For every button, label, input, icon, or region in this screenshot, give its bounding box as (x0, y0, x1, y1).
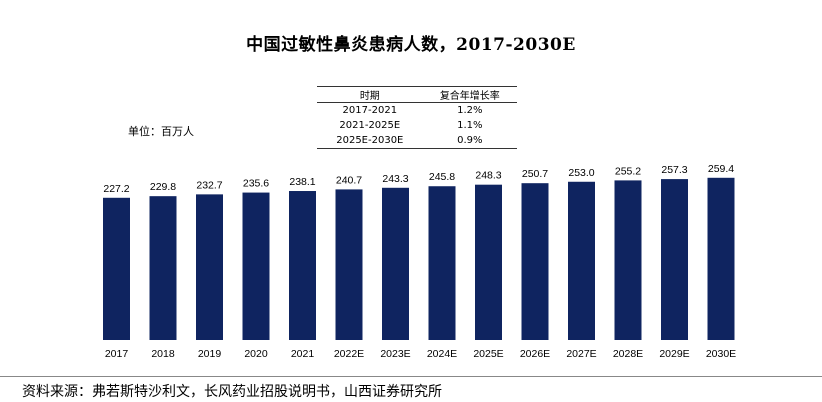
bar-group (103, 177, 735, 340)
x-tick-label: 2028E (613, 348, 643, 360)
bar-2026E (521, 183, 549, 340)
cagr-table: 时期 复合年增长率 2017-2021 1.2% 2021-2025E 1.1%… (317, 86, 517, 149)
bar-2030E (707, 177, 735, 340)
bar-2025E (475, 184, 502, 340)
bar-2018 (149, 196, 177, 340)
chart-title: 中国过敏性鼻炎患病人数，2017-2030E (246, 35, 576, 55)
cagr-table-row: 2017-2021 1.2% (317, 103, 517, 119)
value-label: 257.3 (661, 164, 687, 176)
bar-2029E (661, 179, 688, 340)
cagr-table-row: 2021-2025E 1.1% (317, 118, 517, 133)
x-tick-label: 2029E (659, 348, 689, 360)
x-tick-label: 2023E (380, 348, 410, 360)
unit-label: 单位：百万人 (128, 125, 194, 138)
cagr-rate: 1.2% (457, 105, 483, 116)
cagr-header-period: 时期 (317, 86, 423, 103)
bar-2021 (289, 191, 316, 340)
value-label: 243.3 (382, 173, 408, 185)
bar-chart: 227.2 229.8 232.7 235.6 238.1 240.7 243.3 245.8… (103, 163, 736, 360)
x-tick-label: 2022E (334, 348, 364, 360)
value-label: 232.7 (196, 179, 222, 191)
cagr-period: 2021-2025E (339, 120, 401, 131)
bar-2028E (614, 180, 642, 340)
value-label: 259.4 (708, 163, 734, 175)
x-tick-label: 2021 (291, 348, 315, 360)
value-label: 248.3 (475, 170, 501, 182)
value-label: 229.8 (150, 181, 176, 193)
x-tick-label-group: 2017 2018 2019 2020 2021 2022E 2023E 2024E 2025E… (105, 348, 736, 360)
bar-2027E (568, 181, 595, 340)
value-label: 255.2 (615, 165, 641, 177)
x-tick-label: 2025E (473, 348, 503, 360)
bar-2020 (242, 192, 270, 340)
bar-2022E (335, 189, 363, 340)
x-tick-label: 2030E (706, 348, 736, 360)
bar-2023E (382, 187, 409, 340)
value-label: 245.8 (429, 171, 455, 183)
cagr-header-rate: 复合年增长率 (422, 86, 517, 103)
cagr-table-row: 2025E-2030E 0.9% (317, 133, 517, 149)
value-label: 227.2 (103, 183, 129, 195)
cagr-period: 2025E-2030E (317, 133, 423, 149)
value-label: 250.7 (522, 168, 548, 180)
x-tick-label: 2024E (427, 348, 457, 360)
bar-2024E (428, 186, 456, 340)
value-label-group: 227.2 229.8 232.7 235.6 238.1 240.7 243.3 245.8… (103, 163, 734, 195)
cagr-rate: 0.9% (422, 133, 517, 149)
cagr-period: 2017-2021 (342, 105, 398, 116)
value-label: 235.6 (243, 178, 269, 190)
cagr-table-header-row: 时期 复合年增长率 (317, 86, 517, 103)
x-tick-label: 2018 (151, 348, 175, 360)
x-tick-label: 2020 (244, 348, 268, 360)
x-tick-label: 2019 (198, 348, 222, 360)
source-note: 资料来源：弗若斯特沙利文，长风药业招股说明书，山西证券研究所 (22, 384, 442, 400)
value-label: 253.0 (568, 167, 594, 179)
x-tick-label: 2027E (566, 348, 596, 360)
x-tick-label: 2017 (105, 348, 129, 360)
value-label: 240.7 (336, 174, 362, 186)
cagr-rate: 1.1% (457, 120, 483, 131)
x-tick-label: 2026E (520, 348, 550, 360)
source-divider (0, 376, 822, 377)
bar-2019 (196, 194, 223, 340)
value-label: 238.1 (289, 176, 315, 188)
bar-2017 (103, 197, 130, 340)
